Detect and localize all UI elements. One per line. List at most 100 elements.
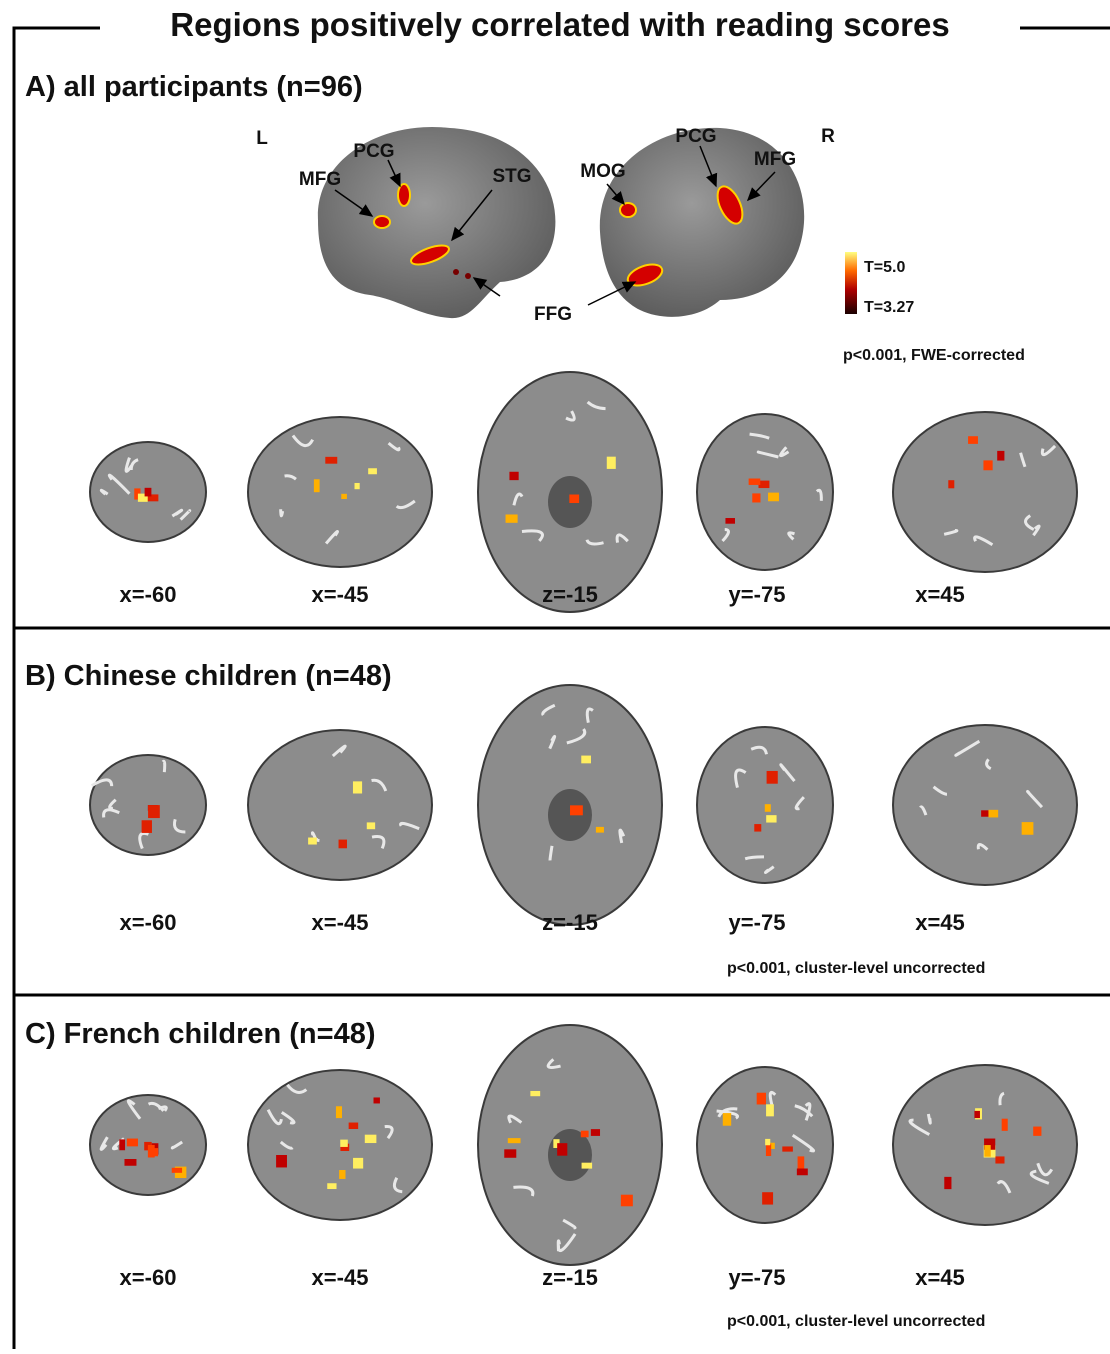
activation	[147, 1144, 155, 1158]
gyrus	[170, 1140, 184, 1150]
gyrus	[395, 499, 416, 510]
activation	[948, 480, 955, 489]
panel-heading: A) all participants (n=96)	[25, 71, 363, 103]
activation	[353, 1157, 364, 1169]
gyrus	[932, 785, 948, 796]
activation	[762, 1192, 774, 1205]
activation	[995, 1156, 1005, 1164]
activation	[327, 1183, 337, 1190]
figure-title: Regions positively correlated with readi…	[170, 6, 949, 43]
slice-shape	[892, 724, 1078, 886]
activation	[134, 488, 141, 500]
frame	[12, 26, 1110, 1349]
activation	[151, 1148, 159, 1157]
gyrus	[794, 1104, 814, 1118]
activation	[752, 493, 761, 503]
gyrus	[286, 1083, 308, 1094]
gyrus	[108, 798, 117, 810]
surface-brains	[317, 126, 805, 319]
brain-slice	[696, 726, 834, 884]
slice-label: z=-15	[542, 1265, 598, 1290]
slice-shape	[247, 1069, 433, 1221]
activation	[988, 809, 999, 818]
region-label: MFG	[299, 169, 341, 190]
gyrus	[768, 1090, 777, 1107]
activation	[570, 805, 583, 816]
activation	[984, 1138, 996, 1150]
activation	[373, 1097, 380, 1104]
gyrus	[618, 828, 626, 844]
slice-images	[89, 371, 1078, 1266]
gyrus	[513, 1185, 535, 1197]
slice-label: y=-75	[729, 582, 786, 607]
activation	[766, 1104, 774, 1117]
activation	[944, 1176, 952, 1190]
activation	[722, 1113, 732, 1126]
gyrus	[172, 818, 186, 834]
gyrus	[1032, 524, 1041, 537]
activation	[581, 755, 591, 764]
activation	[340, 1139, 348, 1147]
threshold-note: p<0.001, FWE-corrected	[843, 347, 1025, 364]
activation	[768, 1142, 775, 1149]
gyrus	[1019, 452, 1027, 468]
activation	[782, 1146, 793, 1152]
gyrus	[99, 488, 109, 496]
gyrus	[371, 835, 386, 850]
colorbar-label: T=3.27	[864, 299, 914, 316]
gyrus	[99, 1136, 109, 1151]
hemisphere-label: L	[256, 128, 268, 149]
activation	[354, 482, 360, 490]
slice-label: x=45	[915, 1265, 965, 1290]
activation	[119, 1139, 126, 1151]
activation	[368, 468, 377, 475]
gyrus	[976, 843, 989, 851]
activation	[765, 1138, 771, 1146]
activation	[766, 770, 778, 784]
gyrus	[815, 488, 823, 501]
activation	[974, 1110, 980, 1119]
slice-shape	[892, 411, 1078, 573]
activation	[505, 514, 518, 523]
brain-slice	[892, 1064, 1078, 1226]
brain-slice	[89, 441, 207, 543]
activation	[1033, 1126, 1042, 1136]
activation	[530, 1090, 541, 1097]
gyrus	[565, 410, 576, 422]
region-label: MOG	[580, 161, 625, 182]
gyrus	[371, 778, 388, 792]
region-label: PCG	[353, 141, 394, 162]
slice-shape	[247, 416, 433, 568]
activation	[557, 1143, 568, 1156]
activation	[725, 518, 735, 524]
gyrus	[585, 539, 604, 546]
gyrus	[1036, 1162, 1054, 1177]
gyrus	[548, 845, 554, 861]
slice-label: y=-75	[729, 1265, 786, 1290]
gyrus	[585, 707, 594, 723]
gyrus	[750, 745, 768, 755]
brain-slice	[477, 371, 663, 613]
activation	[313, 479, 320, 493]
activation	[748, 478, 761, 485]
activation	[137, 493, 148, 502]
activation	[580, 1130, 589, 1138]
activation	[766, 815, 777, 823]
brain-slice	[247, 416, 433, 568]
gyrus	[161, 759, 167, 773]
gyrus	[744, 855, 765, 861]
brain-slice	[696, 413, 834, 571]
gyrus	[546, 1058, 561, 1069]
brain-slice	[89, 1094, 207, 1196]
region-label: PCG	[675, 126, 716, 147]
gyrus	[548, 734, 557, 750]
activation	[581, 1162, 593, 1169]
activation	[981, 810, 992, 817]
gyrus	[615, 533, 629, 543]
activation	[606, 456, 616, 469]
slice-shape	[247, 729, 433, 881]
gyrus	[779, 763, 796, 783]
gyrus	[541, 703, 556, 717]
gyrus	[179, 509, 192, 521]
activation	[509, 471, 519, 481]
